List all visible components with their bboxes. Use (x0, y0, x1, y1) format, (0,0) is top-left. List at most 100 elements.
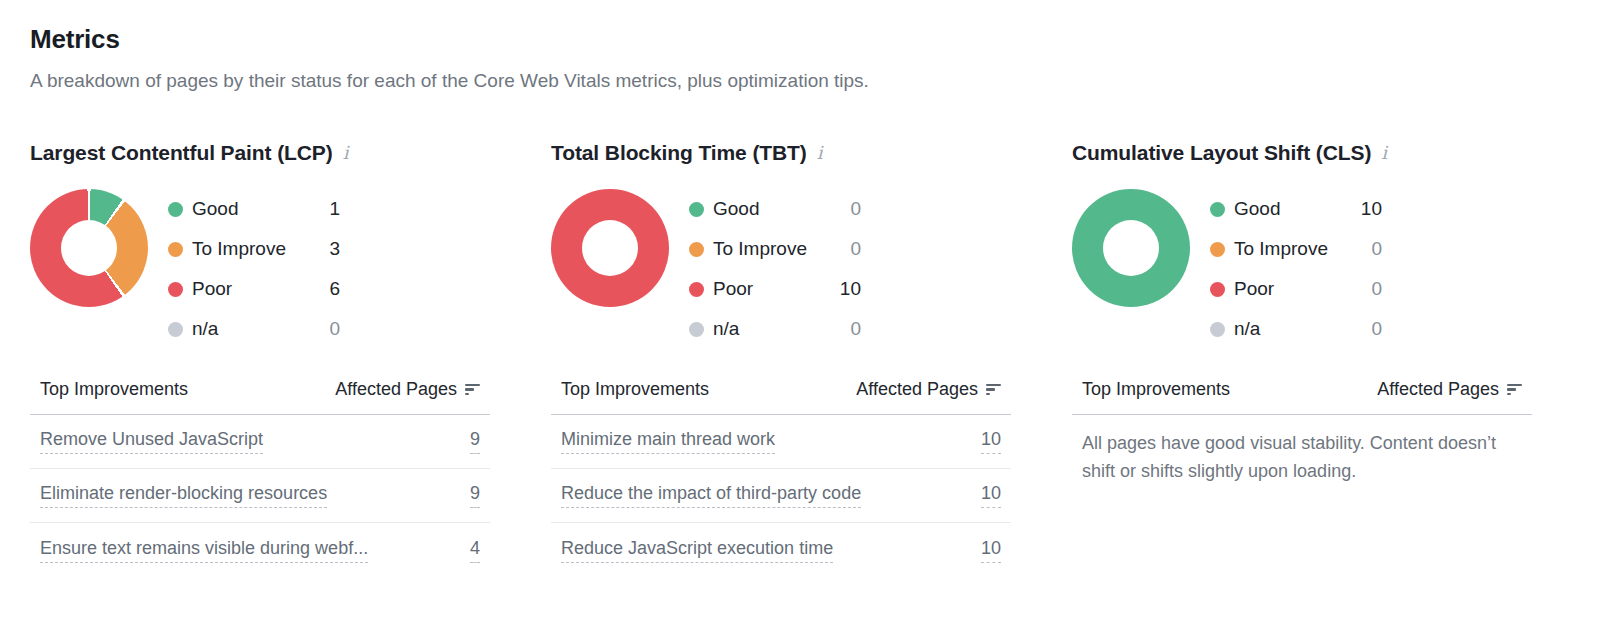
metric-title-cls: Cumulative Layout Shift (CLS) (1072, 139, 1371, 167)
legend-count: 0 (1371, 318, 1382, 340)
legend-label: Good (192, 198, 238, 220)
improvement-link[interactable]: Eliminate render-blocking resources (40, 483, 327, 508)
legend-label: To Improve (192, 238, 286, 260)
metric-card-cls: Cumulative Layout Shift (CLS) i Good 10 … (1072, 139, 1532, 577)
legend-label: To Improve (1234, 238, 1328, 260)
legend-count: 0 (1371, 238, 1382, 260)
na-dot-icon (689, 322, 704, 337)
metric-card-tbt: Total Blocking Time (TBT) i Good 0 To Im… (551, 139, 1011, 577)
legend-label: n/a (713, 318, 739, 340)
top-improvements-header: Top Improvements (1082, 379, 1230, 400)
legend-label: n/a (192, 318, 218, 340)
affected-pages-label: Affected Pages (1377, 379, 1499, 400)
good-dot-icon (168, 202, 183, 217)
legend-label: Poor (713, 278, 753, 300)
legend-count: 0 (850, 238, 861, 260)
page-subtitle: A breakdown of pages by their status for… (30, 69, 1600, 93)
metrics-grid: Largest Contentful Paint (LCP) i Good 1 … (30, 139, 1600, 577)
improvement-link[interactable]: Minimize main thread work (561, 429, 775, 454)
na-dot-icon (168, 322, 183, 337)
improvements-table: Top Improvements Affected Pages Minimize… (551, 379, 1011, 577)
legend-item-poor: Poor 10 (689, 269, 861, 309)
improvement-link[interactable]: Reduce the impact of third-party code (561, 483, 861, 508)
legend-count: 0 (850, 198, 861, 220)
legend-item-na: n/a 0 (689, 309, 861, 349)
legend-count: 10 (840, 278, 861, 300)
sort-descending-icon (465, 384, 480, 396)
poor-dot-icon (689, 282, 704, 297)
legend-item-good: Good 1 (168, 189, 340, 229)
affected-pages-label: Affected Pages (856, 379, 978, 400)
legend-item-na: n/a 0 (1210, 309, 1382, 349)
affected-pages-count[interactable]: 9 (470, 429, 480, 454)
to-improve-dot-icon (1210, 242, 1225, 257)
improvement-link[interactable]: Remove Unused JavaScript (40, 429, 263, 454)
chart-row: Good 0 To Improve 0 Poor 10 n/a 0 (551, 189, 1011, 349)
to-improve-dot-icon (689, 242, 704, 257)
legend-label: Good (1234, 198, 1280, 220)
legend-item-poor: Poor 0 (1210, 269, 1382, 309)
good-dot-icon (1210, 202, 1225, 217)
legend-item-good: Good 0 (689, 189, 861, 229)
page-title: Metrics (30, 24, 1600, 55)
affected-pages-count[interactable]: 10 (981, 538, 1001, 563)
table-row: Reduce JavaScript execution time 10 (551, 523, 1011, 577)
to-improve-dot-icon (168, 242, 183, 257)
cls-note: All pages have good visual stability. Co… (1072, 415, 1532, 485)
affected-pages-count[interactable]: 10 (981, 483, 1001, 508)
affected-pages-count[interactable]: 4 (470, 538, 480, 563)
chart-row: Good 1 To Improve 3 Poor 6 n/a 0 (30, 189, 490, 349)
chart-row: Good 10 To Improve 0 Poor 0 n/a 0 (1072, 189, 1532, 349)
metric-title-row: Total Blocking Time (TBT) i (551, 139, 1011, 167)
legend-label: Poor (192, 278, 232, 300)
table-row: Minimize main thread work 10 (551, 415, 1011, 469)
legend-item-na: n/a 0 (168, 309, 340, 349)
metric-title-lcp: Largest Contentful Paint (LCP) (30, 139, 333, 167)
legend-count: 10 (1361, 198, 1382, 220)
improvement-link[interactable]: Ensure text remains visible during webf.… (40, 538, 368, 563)
legend-item-to-improve: To Improve 0 (1210, 229, 1382, 269)
legend-count: 0 (329, 318, 340, 340)
affected-pages-label: Affected Pages (335, 379, 457, 400)
legend-count: 0 (850, 318, 861, 340)
lcp-donut-chart (30, 189, 148, 307)
legend: Good 0 To Improve 0 Poor 10 n/a 0 (689, 189, 861, 349)
affected-pages-header[interactable]: Affected Pages (1377, 379, 1522, 400)
affected-pages-header[interactable]: Affected Pages (335, 379, 480, 400)
table-row: Ensure text remains visible during webf.… (30, 523, 490, 577)
legend-label: Good (713, 198, 759, 220)
na-dot-icon (1210, 322, 1225, 337)
affected-pages-header[interactable]: Affected Pages (856, 379, 1001, 400)
legend-count: 0 (1371, 278, 1382, 300)
legend-label: n/a (1234, 318, 1260, 340)
improvement-link[interactable]: Reduce JavaScript execution time (561, 538, 833, 563)
affected-pages-count[interactable]: 10 (981, 429, 1001, 454)
legend-count: 3 (329, 238, 340, 260)
info-icon[interactable]: i (343, 139, 349, 167)
legend-item-good: Good 10 (1210, 189, 1382, 229)
top-improvements-header: Top Improvements (40, 379, 188, 400)
legend-item-to-improve: To Improve 3 (168, 229, 340, 269)
sort-descending-icon (986, 384, 1001, 396)
affected-pages-count[interactable]: 9 (470, 483, 480, 508)
table-header: Top Improvements Affected Pages (30, 379, 490, 415)
poor-dot-icon (1210, 282, 1225, 297)
cls-donut-chart (1072, 189, 1190, 307)
metric-title-row: Cumulative Layout Shift (CLS) i (1072, 139, 1532, 167)
improvements-table: Top Improvements Affected Pages All page… (1072, 379, 1532, 485)
metric-title-row: Largest Contentful Paint (LCP) i (30, 139, 490, 167)
improvements-table: Top Improvements Affected Pages Remove U… (30, 379, 490, 577)
metric-card-lcp: Largest Contentful Paint (LCP) i Good 1 … (30, 139, 490, 577)
legend-label: To Improve (713, 238, 807, 260)
legend-label: Poor (1234, 278, 1274, 300)
table-header: Top Improvements Affected Pages (1072, 379, 1532, 415)
poor-dot-icon (168, 282, 183, 297)
legend-count: 6 (329, 278, 340, 300)
good-dot-icon (689, 202, 704, 217)
table-row: Eliminate render-blocking resources 9 (30, 469, 490, 523)
legend-item-to-improve: To Improve 0 (689, 229, 861, 269)
info-icon[interactable]: i (817, 139, 823, 167)
info-icon[interactable]: i (1381, 139, 1387, 167)
metric-title-tbt: Total Blocking Time (TBT) (551, 139, 807, 167)
tbt-donut-chart (551, 189, 669, 307)
